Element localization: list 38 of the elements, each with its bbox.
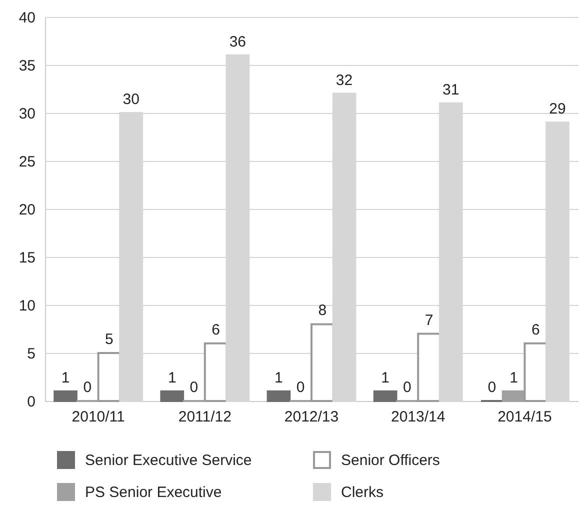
x-tick-label: 2012/13 — [284, 408, 339, 426]
data-label: 1 — [61, 369, 70, 386]
y-tick-label: 0 — [27, 394, 36, 410]
x-tick-label: 2014/15 — [498, 408, 552, 426]
y-tick-label: 30 — [18, 106, 36, 122]
data-label: 31 — [442, 81, 460, 98]
x-tick-label: 2011/12 — [178, 408, 232, 426]
data-label: 1 — [510, 369, 518, 386]
data-label: 0 — [403, 379, 412, 396]
y-tick-label: 25 — [18, 154, 36, 170]
x-tick-label: 2010/11 — [72, 408, 125, 426]
y-tick-label: 20 — [18, 202, 36, 218]
data-label: 36 — [229, 33, 246, 50]
data-label: 0 — [190, 379, 198, 396]
data-label: 7 — [424, 312, 434, 329]
data-label: 1 — [274, 369, 283, 386]
x-tick-label: 2013/14 — [390, 408, 446, 426]
y-tick-label: 15 — [18, 250, 36, 266]
data-label: 6 — [212, 321, 220, 338]
data-label: 1 — [168, 369, 176, 386]
legend-label: Senior Executive Service — [85, 452, 252, 469]
y-tick-label: 40 — [18, 10, 36, 26]
data-label: 0 — [488, 379, 496, 396]
data-label: 32 — [336, 72, 353, 89]
legend-label: Senior Officers — [341, 452, 440, 469]
data-label: 6 — [531, 321, 540, 338]
data-label: 29 — [549, 100, 566, 118]
data-label: 5 — [105, 331, 114, 348]
data-label: 30 — [122, 91, 140, 108]
y-tick-label: 5 — [27, 346, 36, 362]
legend-label: Clerks — [341, 484, 384, 501]
legend-label: PS Senior Executive — [85, 484, 222, 501]
y-tick-label: 35 — [18, 58, 36, 74]
y-tick-label: 10 — [18, 298, 36, 314]
data-label: 0 — [296, 379, 305, 396]
data-label: 0 — [83, 379, 92, 396]
data-label: 1 — [381, 369, 390, 386]
data-label: 8 — [318, 302, 327, 320]
